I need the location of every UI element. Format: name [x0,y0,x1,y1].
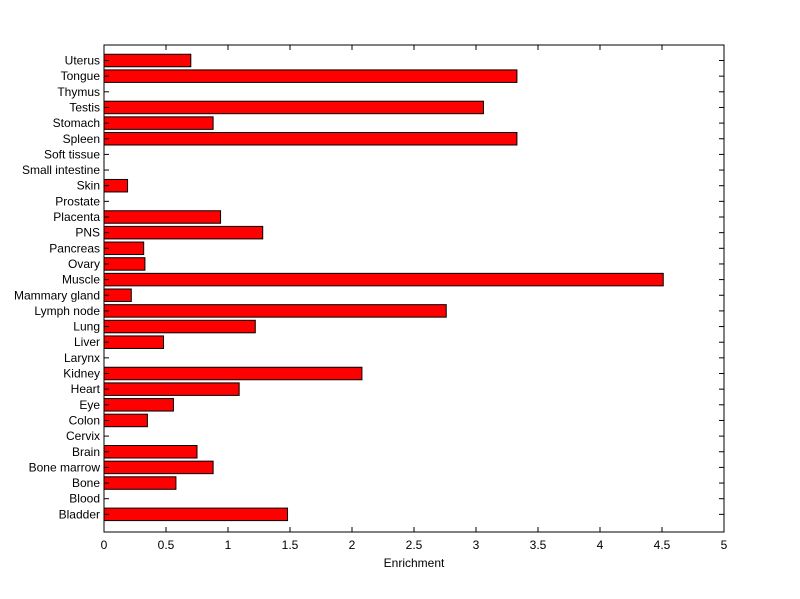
bar [103,382,240,396]
bar [103,132,518,146]
y-tick-label: Muscle [62,273,100,287]
bar [103,366,363,381]
x-axis-ticks: 0 0.5 1 1.5 2 2.5 3 3.5 4 4.5 5 [101,45,728,552]
y-tick-label: Cervix [66,429,100,443]
bar [103,272,664,287]
bar [103,69,518,83]
y-tick-label: Placenta [53,210,100,224]
plot-area-frame [103,44,725,533]
y-tick-label: Bone [72,476,100,490]
y-tick-label: Ovary [68,257,100,271]
x-tick-label: 0 [101,538,108,552]
bars-group [103,53,664,522]
y-tick-label: Liver [74,335,100,349]
bar [103,257,146,271]
y-tick-label: Kidney [63,367,100,381]
y-tick-label: Colon [69,413,100,427]
y-tick-label: Tongue [61,69,101,83]
bar [103,241,145,256]
x-tick-label: 1 [225,538,232,552]
y-tick-label: Pancreas [49,241,100,255]
y-tick-label: Eye [79,398,100,412]
y-tick-label: Bone marrow [29,460,101,474]
x-tick-label: 3.5 [530,538,547,552]
bar [103,335,165,349]
y-tick-label: Small intestine [22,163,100,177]
bar [103,445,198,459]
bar [103,100,484,115]
y-tick-label: Skin [77,179,100,193]
x-tick-label: 0.5 [158,538,175,552]
bar [103,413,148,428]
x-tick-label: 2 [349,538,356,552]
x-axis-label: Enrichment [384,556,445,570]
bar [103,476,177,490]
y-tick-label: Stomach [53,116,100,130]
bar [103,319,256,334]
y-tick-label: Spleen [63,132,100,146]
y-tick-label: Bladder [59,507,100,521]
bar [103,53,192,68]
y-tick-label: Thymus [57,85,100,99]
y-tick-label: Testis [69,100,100,114]
y-tick-label: Lymph node [34,304,100,318]
y-tick-label: Brain [72,445,100,459]
x-tick-label: 3 [473,538,480,552]
y-tick-label: PNS [75,226,100,240]
y-tick-label: Mammary gland [14,288,100,302]
y-tick-label: Soft tissue [44,147,100,161]
y-tick-label: Lung [73,320,100,334]
bar [103,507,289,522]
y-tick-label: Blood [69,492,100,506]
y-tick-label: Heart [71,382,101,396]
y-tick-label: Prostate [55,194,100,208]
bar [103,460,214,475]
x-tick-label: 4 [597,538,604,552]
bar [103,398,174,412]
bar [103,116,214,130]
bar [103,210,222,224]
y-tick-label: Uterus [65,54,100,68]
x-tick-label: 2.5 [406,538,423,552]
x-tick-label: 5 [721,538,728,552]
bar [103,304,447,318]
bar [103,225,264,240]
x-tick-label: 1.5 [282,538,299,552]
x-tick-label: 4.5 [654,538,671,552]
y-tick-label: Larynx [64,351,100,365]
